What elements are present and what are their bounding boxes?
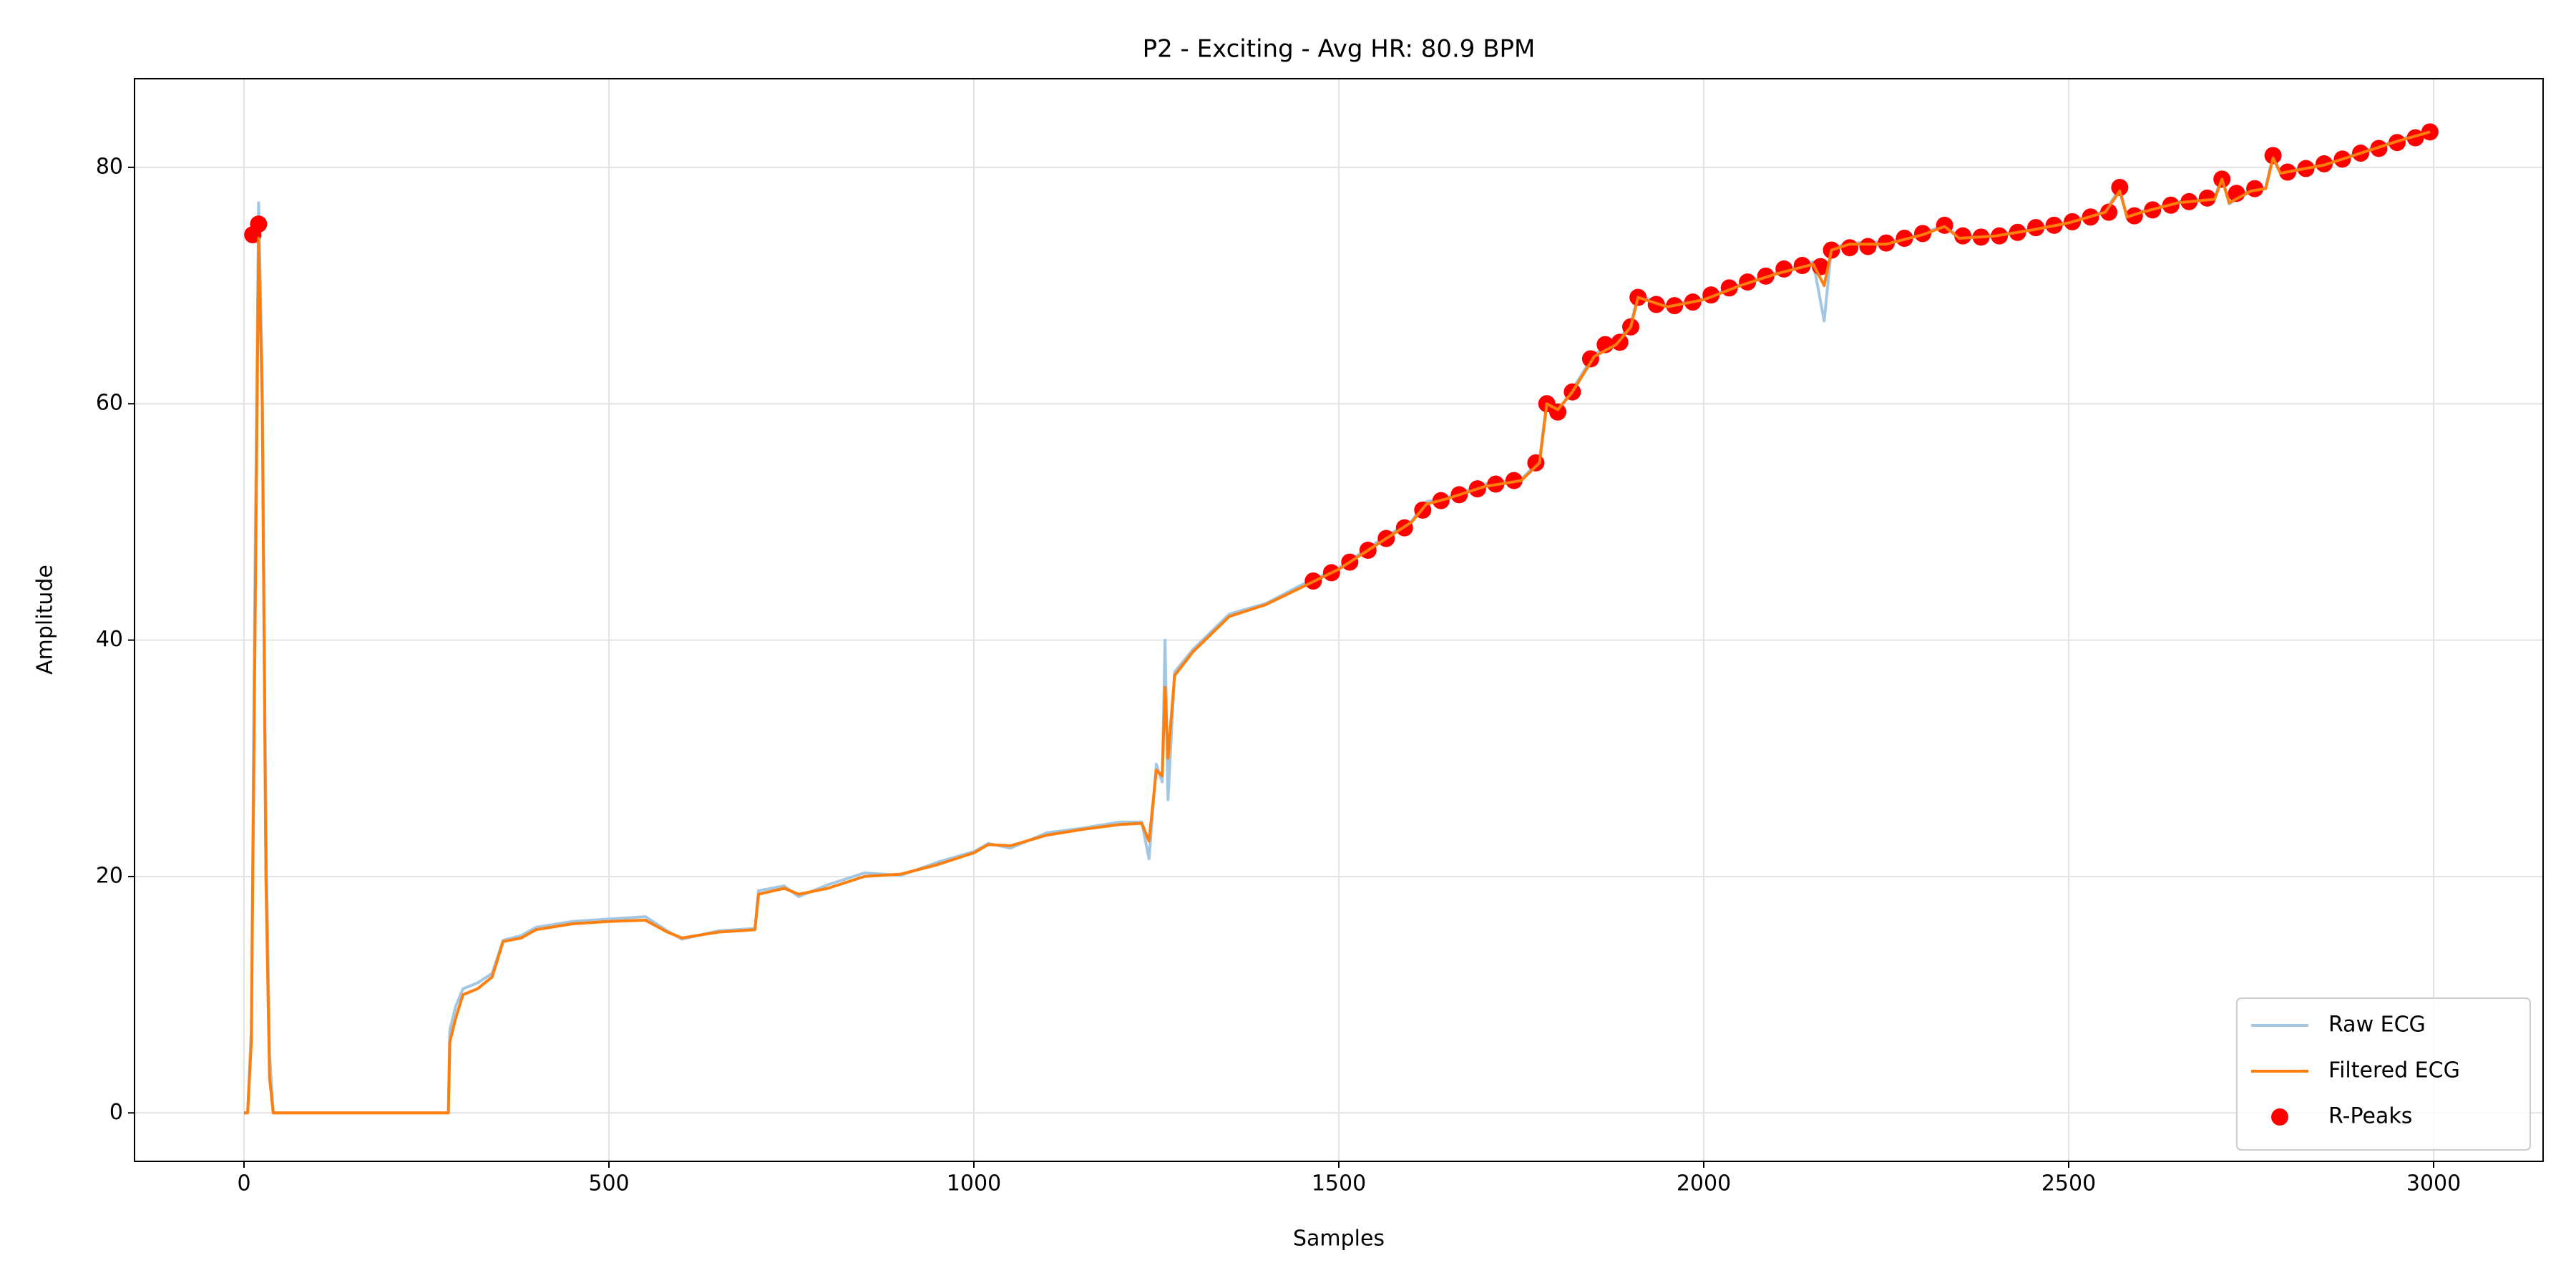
r-peak (1527, 454, 1545, 472)
r-peak (2264, 147, 2282, 165)
legend-box (2236, 997, 2531, 1151)
r-peak (1841, 239, 1858, 257)
r-peak (2027, 219, 2045, 237)
legend-label: Filtered ECG (2328, 1058, 2460, 1083)
r-peak (250, 215, 268, 233)
x-axis-label: Samples (1293, 1226, 1385, 1252)
chart-title: P2 - Exciting - Avg HR: 80.9 BPM (1143, 35, 1536, 64)
r-peak (2100, 203, 2118, 221)
y-tick-label: 20 (96, 863, 123, 888)
r-peak (1793, 256, 1811, 274)
y-tick-label: 40 (96, 627, 123, 652)
x-tick-label: 500 (588, 1171, 629, 1196)
y-axis-label: Amplitude (33, 565, 58, 675)
legend-marker (2271, 1108, 2288, 1126)
y-tick-label: 80 (96, 154, 123, 179)
x-tick-label: 3000 (2406, 1171, 2461, 1196)
x-tick-label: 0 (237, 1171, 250, 1196)
legend-label: R-Peaks (2328, 1104, 2412, 1129)
x-tick-label: 2500 (2041, 1171, 2096, 1196)
r-peak (1859, 238, 1877, 255)
r-peak (2198, 189, 2216, 207)
r-peak (2111, 178, 2129, 196)
legend-label: Raw ECG (2328, 1013, 2426, 1038)
y-tick-label: 0 (109, 1100, 123, 1125)
x-tick-label: 1000 (947, 1171, 1001, 1196)
y-tick-label: 60 (96, 391, 123, 416)
plot-frame (134, 78, 2544, 1162)
line-1 (244, 130, 2431, 1115)
x-tick-label: 2000 (1677, 1171, 1731, 1196)
r-peak (1954, 227, 1972, 245)
x-tick-label: 1500 (1312, 1171, 1366, 1196)
